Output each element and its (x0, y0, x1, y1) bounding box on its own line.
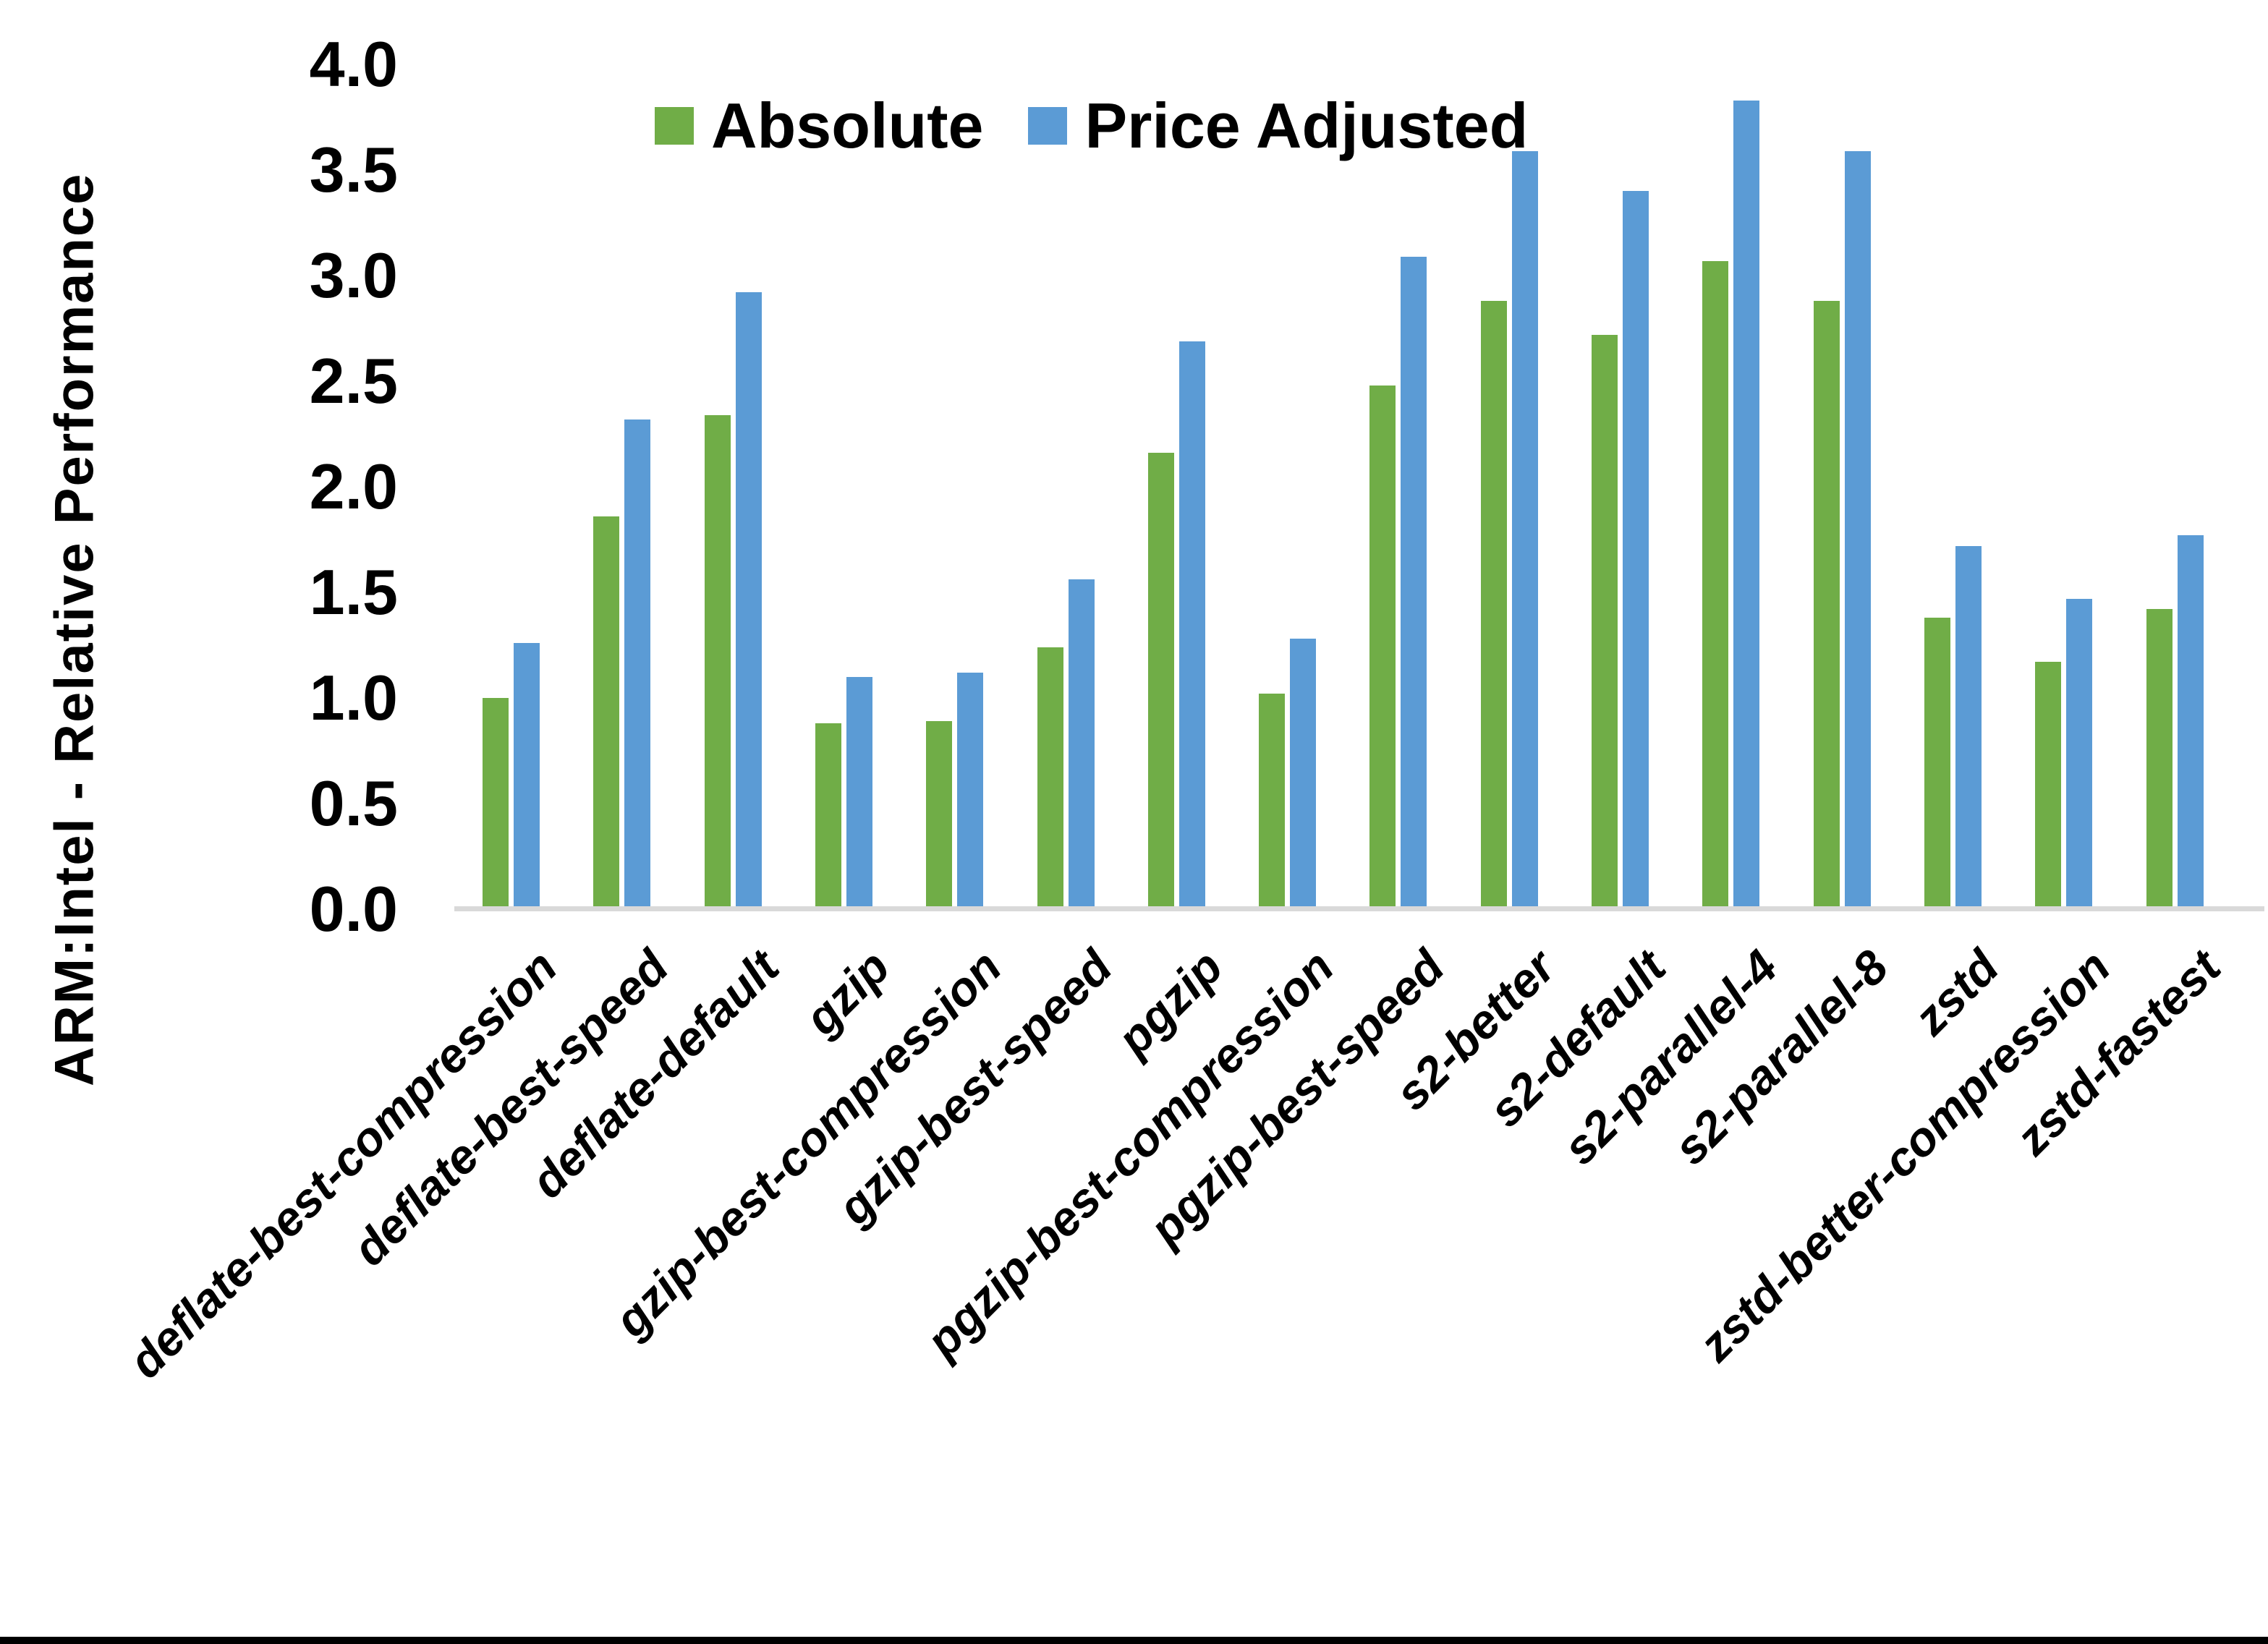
bar-absolute-s2-default (1592, 335, 1618, 909)
x-axis-line (454, 906, 2264, 911)
bar-absolute-zstd-fastest (2146, 609, 2173, 909)
bar-price-adjusted-pgzip-best-compression (1290, 639, 1316, 909)
legend-label: Absolute (711, 90, 984, 161)
y-tick-label: 1.5 (309, 556, 398, 628)
bar-price-adjusted-gzip-best-compression (957, 673, 983, 909)
bar-absolute-pgzip-best-speed (1369, 386, 1396, 909)
legend: Absolute Price Adjusted (655, 94, 1528, 158)
bar-price-adjusted-zstd (1955, 546, 1982, 909)
bar-price-adjusted-s2-parallel-4 (1733, 101, 1759, 909)
bar-price-adjusted-s2-parallel-8 (1845, 151, 1871, 909)
bar-absolute-zstd-better-compression (2035, 662, 2061, 909)
bar-absolute-s2-parallel-4 (1702, 261, 1728, 909)
legend-item-price-adjusted: Price Adjusted (1028, 94, 1528, 158)
bar-price-adjusted-s2-default (1623, 191, 1649, 909)
bar-price-adjusted-deflate-default (736, 292, 762, 909)
bar-price-adjusted-deflate-best-speed (624, 419, 650, 909)
y-tick-label: 4.0 (309, 28, 398, 100)
bar-absolute-pgzip (1148, 453, 1174, 909)
legend-item-absolute: Absolute (655, 94, 983, 158)
bottom-border-line (0, 1637, 2268, 1644)
legend-swatch-icon (1028, 107, 1068, 145)
bar-absolute-gzip-best-compression (926, 721, 952, 909)
bar-price-adjusted-s2-better (1512, 151, 1538, 909)
bar-price-adjusted-pgzip (1179, 341, 1205, 909)
x-tick-label-zstd: zstd (1903, 940, 2009, 1045)
y-tick-label: 3.5 (309, 134, 398, 205)
bar-absolute-s2-parallel-8 (1814, 301, 1840, 909)
bar-absolute-zstd (1924, 618, 1950, 909)
legend-swatch-icon (655, 107, 694, 145)
bar-absolute-gzip-best-speed (1037, 647, 1063, 909)
bar-price-adjusted-zstd-fastest (2178, 535, 2204, 909)
bar-absolute-deflate-best-compression (483, 698, 509, 909)
bar-absolute-deflate-best-speed (593, 516, 619, 909)
bar-absolute-s2-better (1481, 301, 1507, 909)
y-tick-label: 2.5 (309, 345, 398, 417)
bar-price-adjusted-deflate-best-compression (514, 643, 540, 909)
bar-price-adjusted-gzip-best-speed (1069, 579, 1095, 909)
bar-price-adjusted-zstd-better-compression (2066, 599, 2092, 909)
y-tick-label: 0.5 (309, 767, 398, 839)
x-tick-label-deflate-best-compression: deflate-best-compression (118, 940, 567, 1389)
y-tick-label: 1.0 (309, 662, 398, 733)
bar-absolute-pgzip-best-compression (1259, 694, 1285, 909)
y-tick-label: 2.0 (309, 451, 398, 522)
y-tick-label: 3.0 (309, 239, 398, 311)
legend-label: Price Adjusted (1084, 90, 1529, 161)
y-axis-title: ARM:Intel - Relative Performance (43, 172, 106, 1086)
bar-absolute-gzip (815, 723, 841, 909)
y-tick-label: 0.0 (309, 873, 398, 945)
bar-price-adjusted-gzip (846, 677, 872, 909)
bar-absolute-deflate-default (705, 415, 731, 909)
x-tick-label-gzip: gzip (794, 940, 900, 1045)
bar-price-adjusted-pgzip-best-speed (1401, 257, 1427, 909)
